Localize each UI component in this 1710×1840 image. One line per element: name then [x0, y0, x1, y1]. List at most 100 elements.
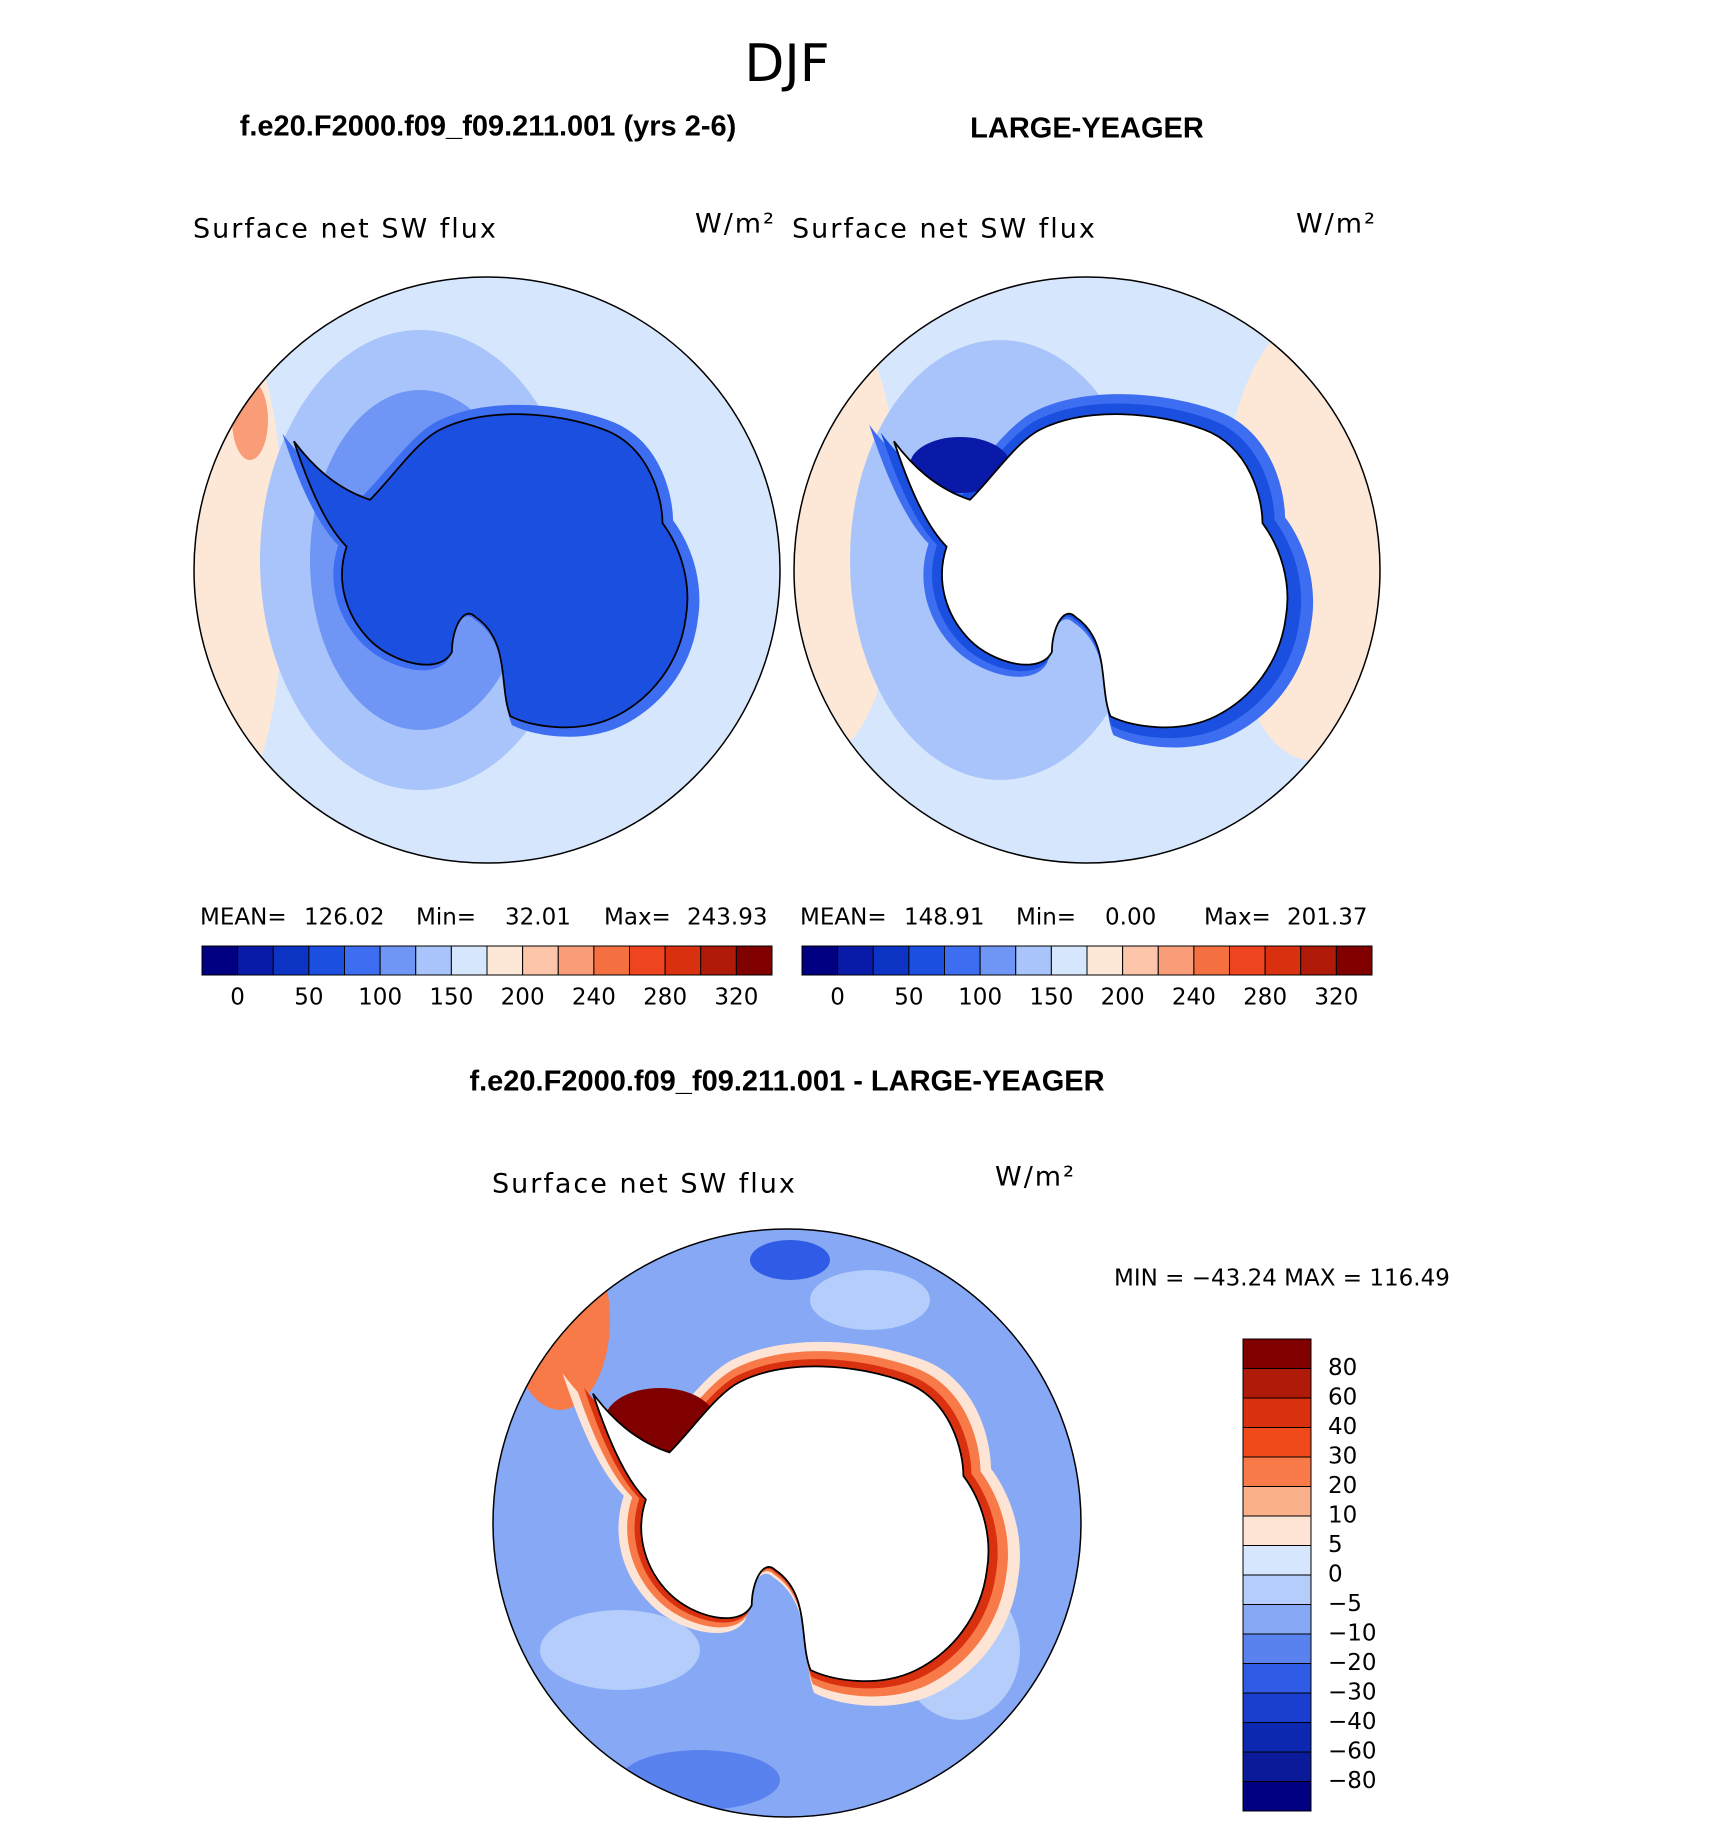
colorbar-label: 30	[1328, 1444, 1357, 1470]
colorbar-label: −20	[1328, 1650, 1377, 1676]
units-label: W/m²	[995, 1162, 1076, 1193]
colorbar-box	[664, 945, 702, 976]
colorbar-box	[1242, 1574, 1312, 1605]
colorbar-box	[593, 945, 630, 976]
colorbar-box	[1242, 1692, 1312, 1723]
colorbar-box	[486, 945, 524, 976]
colorbar-box	[1335, 945, 1373, 976]
colorbar-label: −30	[1328, 1680, 1377, 1706]
colorbar-box	[272, 945, 310, 976]
colorbar-box	[1242, 1397, 1312, 1428]
stat-value: 32.01	[505, 905, 571, 931]
colorbar-label: 60	[1328, 1385, 1357, 1411]
colorbar-box	[1242, 1633, 1312, 1664]
colorbar-label: 5	[1328, 1532, 1343, 1558]
colorbar-box	[1242, 1722, 1312, 1753]
colorbar-label: 100	[358, 985, 402, 1011]
variable-label: Surface net SW flux	[792, 214, 1097, 245]
colorbar-box	[1300, 945, 1337, 976]
colorbar-label: 0	[830, 985, 845, 1011]
colorbar-label: 50	[894, 985, 923, 1011]
colorbar-label: −5	[1328, 1591, 1362, 1617]
colorbar-box	[872, 945, 910, 976]
units-label: W/m²	[695, 209, 776, 240]
colorbar-box	[1242, 1663, 1312, 1694]
colorbar-label: 50	[294, 985, 323, 1011]
colorbar-label: 150	[429, 985, 473, 1011]
colorbar-label: 100	[958, 985, 1002, 1011]
stat-value: 201.37	[1287, 905, 1367, 931]
stat-label: Max=	[1204, 905, 1271, 931]
colorbar-box	[700, 945, 737, 976]
colorbar-box	[1015, 945, 1052, 976]
colorbar-box	[735, 945, 773, 976]
colorbar-box	[1229, 945, 1266, 976]
colorbar-box	[1242, 1427, 1312, 1458]
colorbar-box	[1086, 945, 1124, 976]
map-border	[492, 1228, 1082, 1818]
colorbar-label: 150	[1029, 985, 1073, 1011]
colorbar-box	[344, 945, 381, 976]
colorbar-box	[1242, 1751, 1312, 1782]
colorbar-box	[1122, 945, 1159, 976]
colorbar-box	[1050, 945, 1088, 976]
colorbar-box	[1242, 1368, 1312, 1399]
variable-label: Surface net SW flux	[492, 1169, 797, 1200]
colorbar-box	[237, 945, 274, 976]
stat-value: 243.93	[687, 905, 767, 931]
colorbar-box	[308, 945, 345, 976]
colorbar-box	[1242, 1781, 1312, 1812]
colorbar-label: 0	[230, 985, 245, 1011]
colorbar-label: −60	[1328, 1739, 1377, 1765]
colorbar-box	[1157, 945, 1195, 976]
colorbar-label: 280	[643, 985, 687, 1011]
colorbar-box	[944, 945, 981, 976]
colorbar-box	[979, 945, 1017, 976]
colorbars: 0 50 100 150 200 240 280 320 0 50 100 150 200 240 280 3…	[201, 945, 1377, 1812]
colorbar-label: 320	[1314, 985, 1358, 1011]
map	[794, 277, 1380, 863]
colorbar-label: 200	[501, 985, 545, 1011]
map	[194, 277, 780, 863]
units-label: W/m²	[1296, 209, 1377, 240]
case-title: f.e20.F2000.f09_f09.211.001 (yrs 2-6)	[240, 111, 737, 143]
colorbar-box	[1242, 1456, 1312, 1487]
map-border	[793, 276, 1381, 864]
stat-value: 0.00	[1105, 905, 1156, 931]
case-title: LARGE-YEAGER	[970, 113, 1204, 145]
colorbar-label: −10	[1328, 1621, 1377, 1647]
colorbar-box	[1264, 945, 1302, 976]
map	[493, 1229, 1081, 1817]
stat-label: MEAN=	[800, 905, 887, 931]
figure-title: DJF	[744, 34, 829, 94]
colorbar-label: 10	[1328, 1503, 1357, 1529]
colorbar-box	[557, 945, 595, 976]
colorbar-label: 200	[1101, 985, 1145, 1011]
map-border	[193, 276, 781, 864]
colorbar-box	[837, 945, 874, 976]
colorbar-box	[1242, 1604, 1312, 1635]
colorbar-label: 20	[1328, 1473, 1357, 1499]
colorbar-box	[1193, 945, 1230, 976]
stats: MEAN= 126.02 Min= 32.01 Max= 243.93 MEAN= 148.9…	[200, 905, 1367, 931]
colorbar-box	[522, 945, 559, 976]
colorbar-box	[801, 945, 839, 976]
colorbar-label: 240	[572, 985, 616, 1011]
range-label: MIN = −43.24 MAX = 116.49	[1114, 1266, 1450, 1292]
colorbar-box	[1242, 1515, 1312, 1546]
colorbar-box	[450, 945, 488, 976]
difference-title: f.e20.F2000.f09_f09.211.001 - LARGE-YEAG…	[469, 1066, 1104, 1098]
colorbar-box	[379, 945, 417, 976]
colorbar-box	[629, 945, 666, 976]
colorbar-label: 80	[1328, 1355, 1357, 1381]
stat-label: Min=	[1016, 905, 1076, 931]
colorbar-box	[908, 945, 945, 976]
colorbar-box	[1242, 1486, 1312, 1517]
colorbar-box	[1242, 1545, 1312, 1576]
colorbar-label: 40	[1328, 1414, 1357, 1440]
stat-label: Max=	[604, 905, 671, 931]
stat-value: 126.02	[304, 905, 384, 931]
variable-label: Surface net SW flux	[193, 214, 498, 245]
colorbar-label: −80	[1328, 1768, 1377, 1794]
